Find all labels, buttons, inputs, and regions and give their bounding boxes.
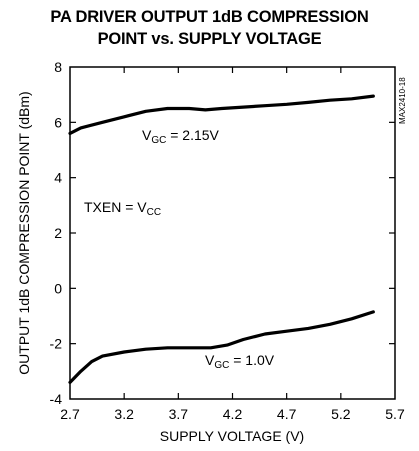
y-tick-label: 8 [54, 59, 62, 75]
series-label-vgc-1-0: VGC = 1.0V [205, 352, 275, 371]
series-group [68, 94, 375, 384]
x-tick-label: 5.2 [331, 406, 351, 422]
x-tick-label: 2.7 [60, 406, 80, 422]
y-tick-label: 6 [54, 114, 62, 130]
chart-title-line-1: PA DRIVER OUTPUT 1dB COMPRESSION [50, 8, 369, 26]
y-axis-ticks: -4 -2 0 2 4 6 8 [50, 59, 395, 407]
chart-title-line-2: POINT vs. SUPPLY VOLTAGE [97, 30, 322, 48]
x-tick-label: 5.7 [385, 406, 405, 422]
y-tick-label: 0 [54, 280, 62, 296]
y-tick-label: 4 [54, 170, 62, 186]
annotation-txen: TXEN = VCC [84, 199, 161, 218]
series-line-1 [68, 310, 375, 384]
x-axis-ticks: 2.7 3.2 3.7 4.2 4.7 5.2 5.7 [60, 67, 405, 422]
series-line-0 [68, 94, 375, 135]
series-label-vgc-2-15: VGC = 2.15V [142, 127, 220, 146]
x-axis-label: SUPPLY VOLTAGE (V) [160, 428, 304, 444]
y-tick-label: -4 [50, 391, 63, 407]
y-axis-label: OUTPUT 1dB COMPRESSION POINT (dBm) [16, 91, 32, 374]
x-tick-label: 4.2 [223, 406, 243, 422]
y-tick-label: -2 [50, 336, 63, 352]
chart-title: PA DRIVER OUTPUT 1dB COMPRESSION POINT v… [0, 6, 419, 50]
x-tick-label: 3.2 [114, 406, 134, 422]
y-tick-label: 2 [54, 225, 62, 241]
watermark-label: MAX2410-18 [398, 77, 407, 124]
x-tick-label: 4.7 [277, 406, 297, 422]
x-tick-label: 3.7 [169, 406, 189, 422]
